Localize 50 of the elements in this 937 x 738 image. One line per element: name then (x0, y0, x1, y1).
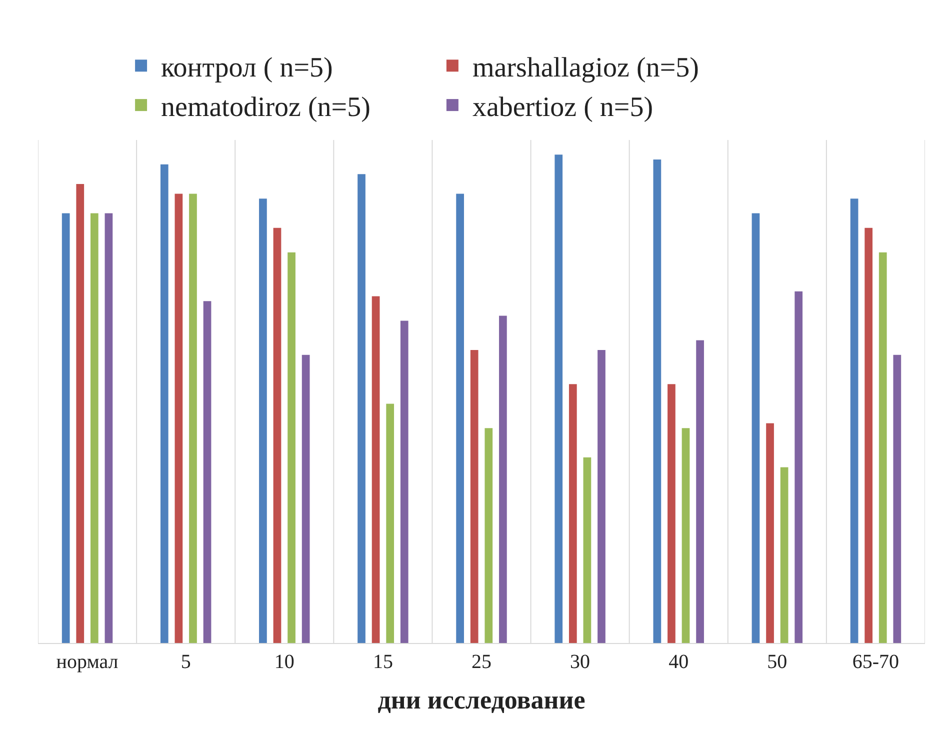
bar (878, 252, 887, 643)
legend-label: xabertioz ( n=5) (472, 92, 654, 123)
legend-label: nematodiroz (n=5) (161, 92, 370, 123)
bar (90, 213, 98, 643)
bar (259, 198, 267, 643)
bar (386, 404, 394, 643)
bar (554, 154, 563, 643)
x-tick-label: 30 (570, 651, 590, 673)
bar (62, 213, 70, 643)
x-tick-label: нормал (56, 651, 118, 673)
bar (189, 194, 197, 643)
x-tick-label: 50 (767, 651, 788, 673)
bar (598, 350, 606, 643)
bar (372, 296, 380, 643)
bar (893, 354, 902, 643)
bar (682, 428, 690, 643)
bar (76, 184, 84, 643)
bar (456, 194, 464, 643)
bar (302, 354, 310, 643)
x-axis-title: дни исследование (378, 686, 586, 715)
bar (174, 194, 183, 643)
bar (696, 340, 704, 643)
bar (780, 467, 788, 643)
x-tick-label: 25 (472, 651, 492, 673)
legend-label: marshallagioz (n=5) (472, 52, 699, 84)
bar (400, 320, 408, 643)
bar (794, 291, 803, 643)
bar (568, 384, 577, 643)
legend-label: контрол ( n=5) (161, 52, 333, 84)
bar (864, 228, 873, 643)
bar (668, 384, 676, 643)
bar (850, 198, 858, 643)
x-tick-label: 65-70 (852, 651, 900, 673)
bar (752, 213, 760, 643)
bar (288, 252, 296, 643)
x-tick-label: 10 (274, 651, 294, 673)
bar (653, 160, 662, 643)
bar (104, 213, 113, 643)
bar (470, 350, 478, 643)
x-tick-label: 5 (180, 651, 191, 673)
x-tick-label: 40 (668, 651, 689, 673)
bar (203, 301, 212, 643)
bar (358, 174, 366, 643)
bar (273, 228, 282, 643)
bar (160, 164, 168, 643)
bar (484, 428, 493, 643)
bar (766, 423, 774, 643)
bar (583, 457, 592, 643)
x-tick-label: 15 (372, 651, 393, 673)
bar (499, 316, 507, 643)
